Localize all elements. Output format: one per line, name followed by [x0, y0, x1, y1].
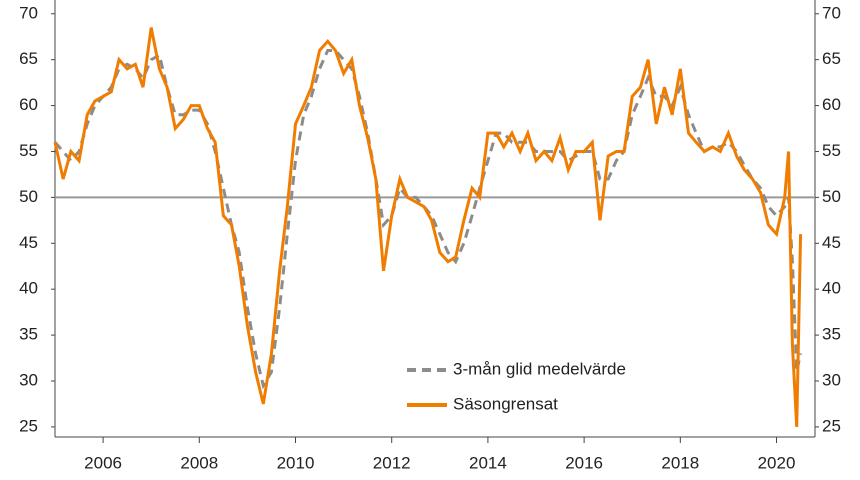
y2-tick-label: 60 [822, 95, 841, 114]
x-tick-label: 2016 [565, 453, 603, 472]
x-tick-label: 2008 [180, 453, 218, 472]
x-tick-label: 2006 [84, 453, 122, 472]
y-tick-label: 30 [19, 370, 38, 389]
x-tick-label: 2018 [661, 453, 699, 472]
y-tick-label: 45 [19, 233, 38, 252]
x-tick-label: 2014 [469, 453, 507, 472]
y2-tick-label: 70 [822, 3, 841, 22]
y-tick-label: 55 [19, 141, 38, 160]
y2-tick-label: 40 [822, 279, 841, 298]
y-tick-label: 25 [19, 416, 38, 435]
series-line [53, 48, 803, 390]
series-line [53, 27, 803, 427]
y2-tick-label: 45 [822, 233, 841, 252]
y-tick-label: 60 [19, 95, 38, 114]
y2-tick-label: 55 [822, 141, 841, 160]
legend-label: Säsongrensat [453, 394, 558, 413]
legend-label: 3-mån glid medelvärde [453, 359, 626, 378]
x-tick-label: 2010 [277, 453, 315, 472]
y-tick-label: 40 [19, 279, 38, 298]
y2-tick-label: 25 [822, 416, 841, 435]
y-tick-label: 65 [19, 49, 38, 68]
x-tick-label: 2012 [373, 453, 411, 472]
y2-tick-label: 35 [822, 325, 841, 344]
y2-tick-label: 30 [822, 370, 841, 389]
y-tick-label: 35 [19, 325, 38, 344]
y2-tick-label: 65 [822, 49, 841, 68]
y2-tick-label: 50 [822, 187, 841, 206]
x-tick-label: 2020 [758, 453, 796, 472]
y-tick-label: 70 [19, 3, 38, 22]
y-tick-label: 50 [19, 187, 38, 206]
